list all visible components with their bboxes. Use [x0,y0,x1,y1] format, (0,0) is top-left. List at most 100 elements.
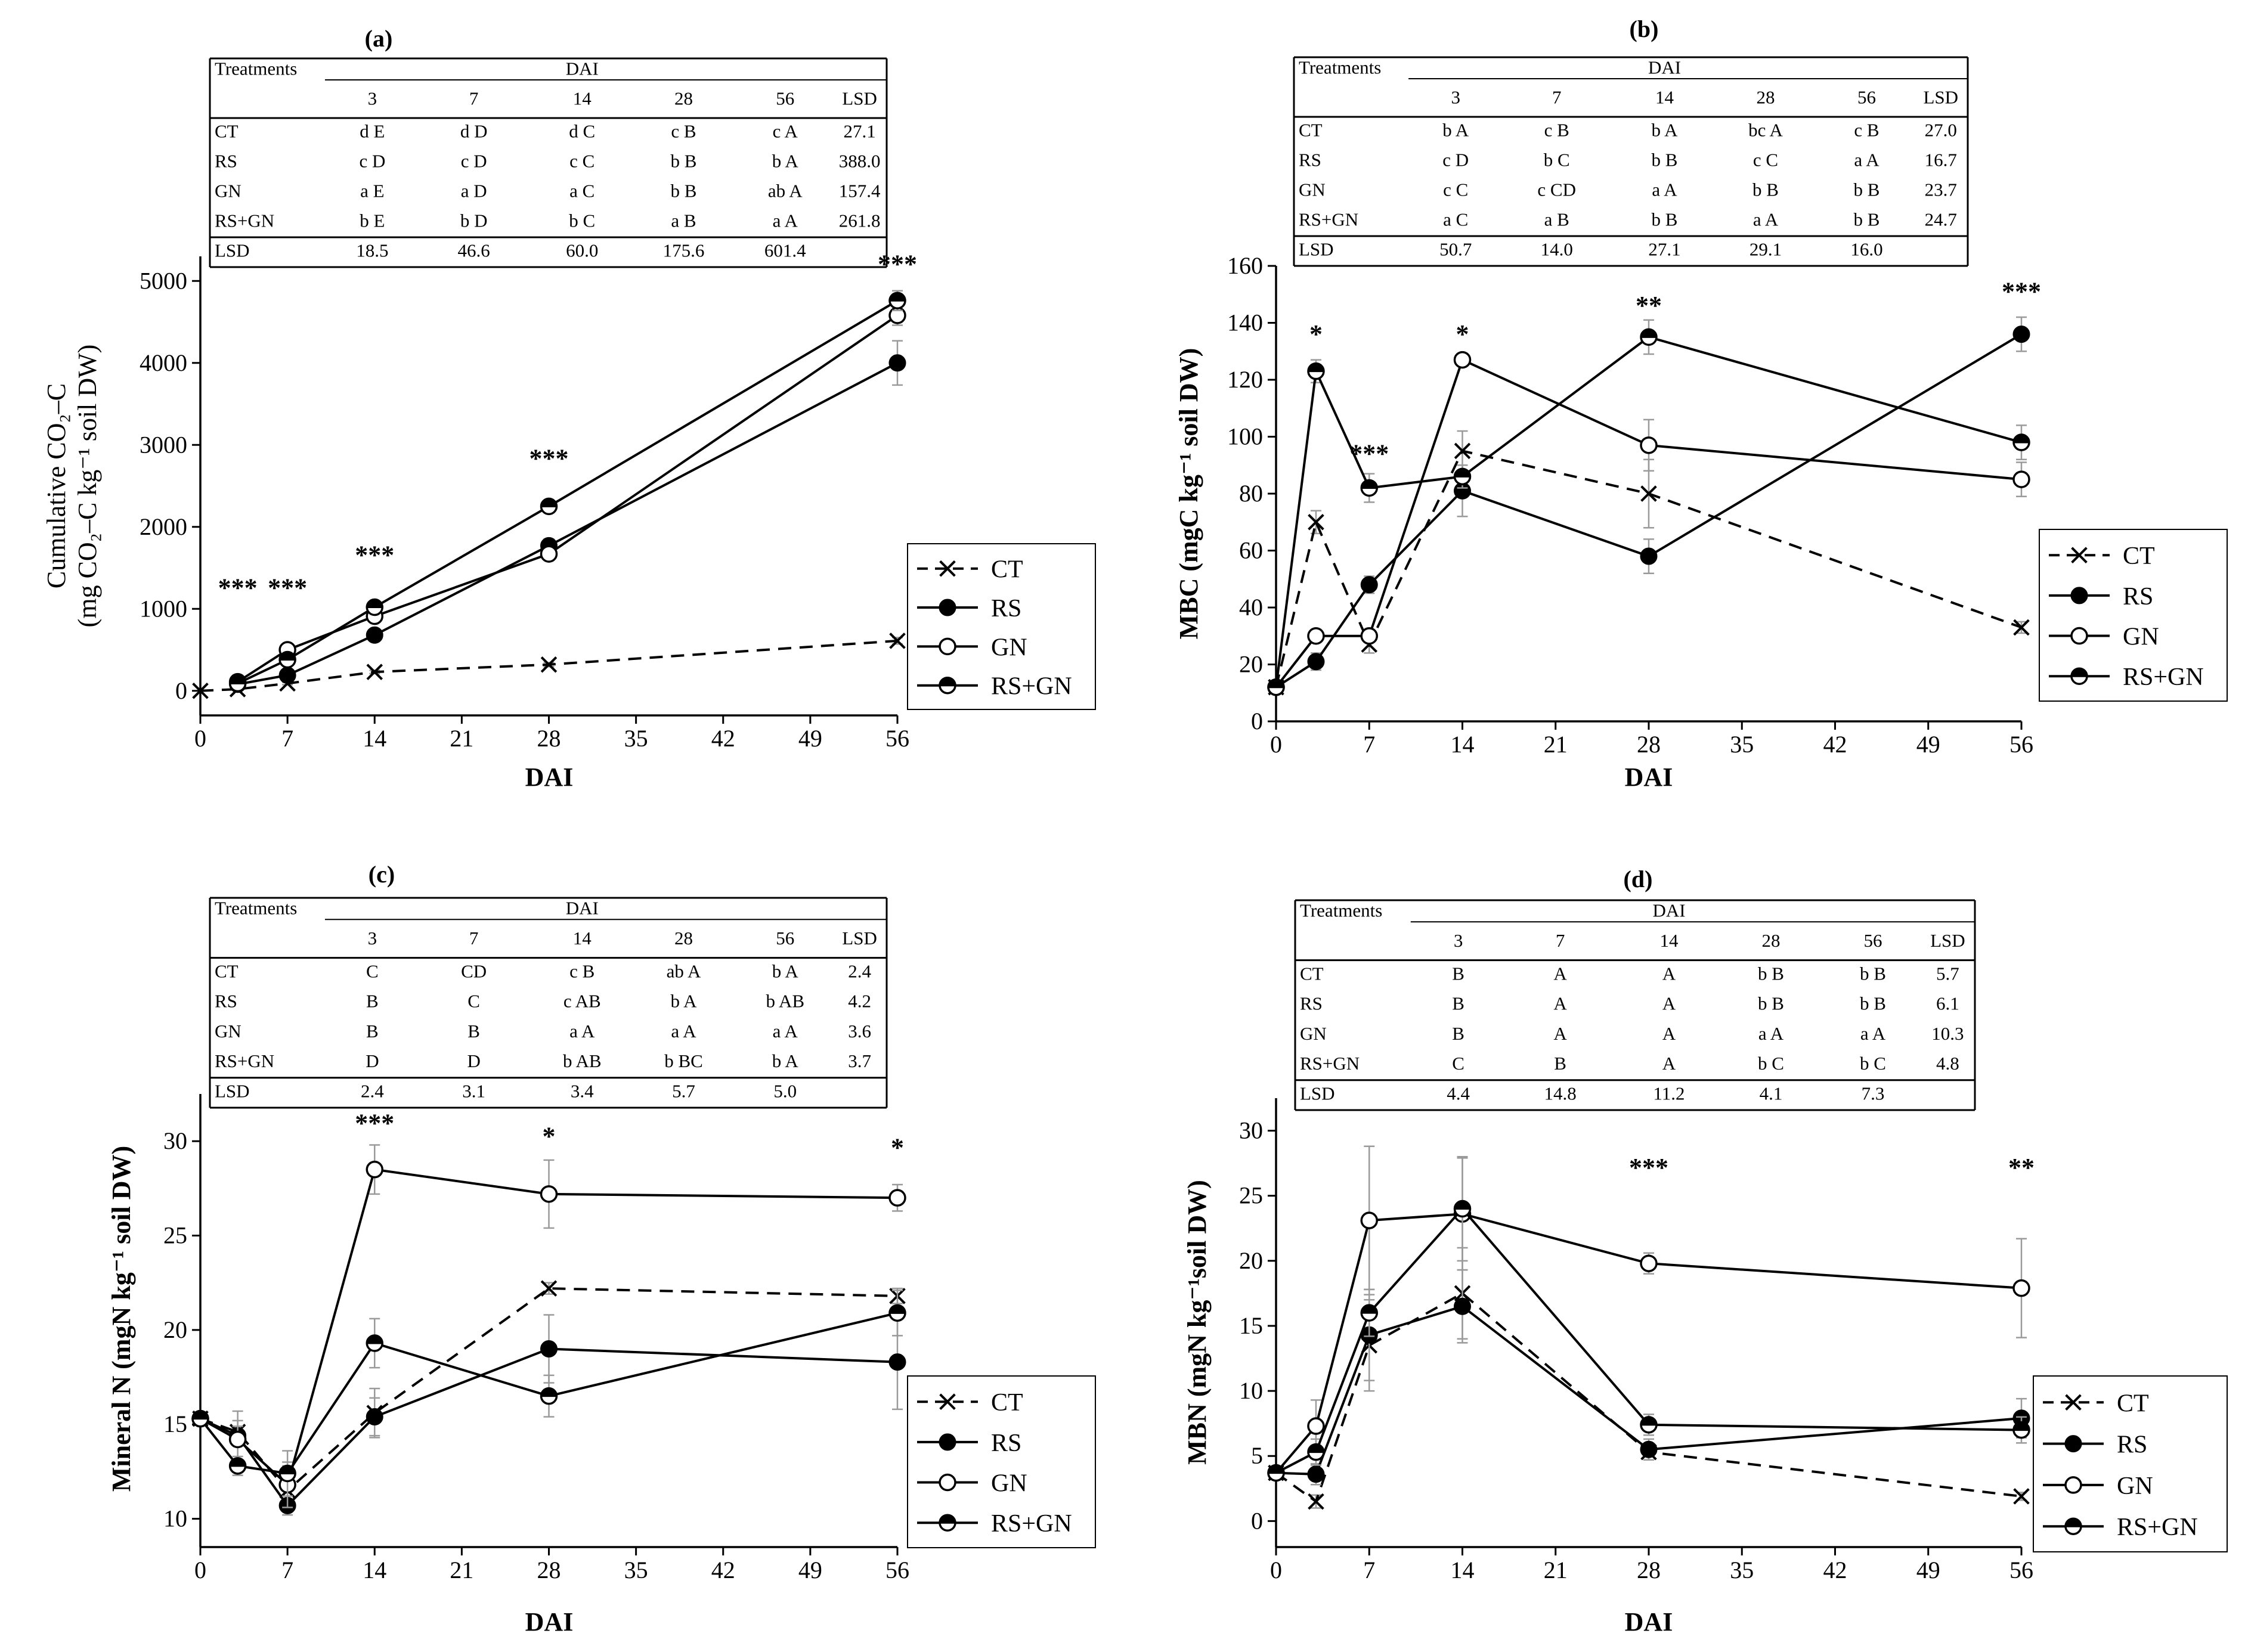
table-dai-label: DAI [1648,57,1681,78]
table-row-label: RS [215,991,237,1012]
table-lsd-label: LSD [1300,1083,1335,1104]
table-cell: c A [773,121,798,142]
table-col-header: LSD [842,928,877,949]
table-col-header: LSD [842,88,877,109]
legend-marker [939,1433,956,1451]
y-tick-label: 5 [1251,1442,1263,1469]
series-line [237,299,899,685]
table-cell: b AB [563,1050,602,1071]
y-tick-label: 10 [1239,1377,1263,1404]
x-tick-label: 0 [194,1557,206,1583]
data-point-b [192,682,209,699]
legend-label: GN [2117,1473,2153,1500]
table-cell: b C [1758,1053,1784,1074]
data-point [278,667,296,684]
significance-label: *** [1349,439,1389,468]
table-cell: 5.7 [1936,963,1959,984]
table-cell: c C [1753,150,1778,171]
table-col-header: 28 [674,928,693,949]
table-cell: C [467,991,480,1012]
table-dai-label: DAI [1652,900,1685,921]
significance-label: * [1456,320,1469,349]
x-tick-label: 42 [1823,731,1847,758]
table-lsd-cell: 14.0 [1541,239,1573,260]
significance-label: ** [2008,1153,2035,1182]
table-cell: B [366,1021,379,1042]
legend-box [907,1375,1096,1548]
legend-label: RS+GN [991,1510,1072,1538]
data-point [1453,351,1472,369]
table-col-header: 56 [1857,87,1876,108]
table-lsd-cell: 5.0 [773,1080,797,1101]
legend-label: RS [991,595,1021,622]
x-tick-label: 7 [281,725,293,752]
table-col-header: LSD [1930,930,1965,951]
y-axis-label-line2: (mg CO₂–C kg⁻¹ soil DW) [73,345,102,628]
table-header-label: Treatments [215,898,297,919]
table-dai-label: DAI [566,898,599,919]
legend-marker-half [940,677,955,686]
table-cell: b A [1442,120,1469,141]
significance-label: *** [355,541,394,570]
table-cell: b B [1860,993,1886,1014]
table-row-label: RS [215,151,237,172]
table-lsd-cell: 11.2 [1653,1083,1685,1104]
data-point [228,1430,247,1449]
table-cell: b B [1860,963,1886,984]
table-lsd-cell: 3.1 [462,1080,485,1101]
x-tick-label: 56 [2009,1557,2033,1583]
legend-marker [939,637,956,656]
series-line [1275,1213,2022,1474]
table-cell: b E [360,210,385,231]
table-cell: d C [569,121,595,142]
table-cell: 4.2 [848,991,871,1012]
x-axis-label: DAI [1625,1607,1673,1636]
legend-label: GN [991,634,1027,661]
legend-label: CT [991,556,1023,584]
table-cell: b B [1758,993,1784,1014]
table-header-label: Treatments [1299,57,1381,78]
series-line [199,1312,898,1475]
y-tick-label: 30 [1239,1117,1263,1144]
significance-label: *** [268,574,307,603]
table-lsd-cell: 175.6 [663,240,705,261]
data-point [888,1353,906,1371]
data-point-half [1454,1201,1470,1209]
table-cell: 261.8 [839,210,881,231]
table-lsd-cell: 60.0 [566,240,598,261]
table-row-label: RS [1299,150,1321,171]
legend-label: CT [991,1389,1023,1417]
legend-label: CT [2123,543,2155,570]
data-point [1307,1465,1325,1483]
data-point-half [1308,1444,1324,1452]
table-lsd-cell: 7.3 [1862,1083,1885,1104]
data-point-half [230,1458,246,1466]
legend-marker-b [939,1393,956,1410]
table-row-label: RS+GN [1300,1053,1360,1074]
data-point-b [1640,485,1657,502]
table-row-label: GN [215,181,241,202]
data-point-half [193,1411,208,1419]
table-lsd-cell: 5.7 [672,1080,695,1101]
table-col-header: 3 [1451,87,1460,108]
x-tick-label: 35 [1730,1557,1754,1583]
x-tick-label: 14 [363,725,386,752]
table-lsd-cell: 29.1 [1750,239,1782,260]
table-cell: b C [1544,150,1570,171]
legend-label: RS [2117,1431,2147,1459]
legend-label: GN [2123,624,2159,651]
significance-label: *** [1629,1153,1668,1182]
legend-marker-half [2071,668,2087,677]
y-tick-label: 140 [1227,309,1263,336]
x-tick-label: 35 [624,725,648,752]
x-tick-label: 35 [624,1557,648,1583]
table-lsd-cell: 46.6 [458,240,490,261]
x-tick-label: 49 [1916,1557,1940,1583]
table-lsd-cell: 4.1 [1760,1083,1783,1104]
legend-marker-b [2071,547,2088,563]
table-cell: b C [1860,1053,1886,1074]
table-row-label: CT [1300,963,1324,984]
y-tick-label: 0 [1251,708,1263,734]
significance-label: ** [1636,291,1662,320]
